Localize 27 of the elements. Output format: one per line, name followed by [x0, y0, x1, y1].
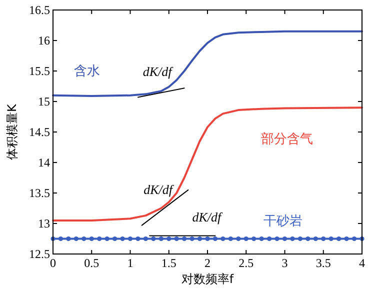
x-tick-label: 4: [359, 256, 365, 270]
x-tick-label: 2.5: [238, 256, 254, 270]
annotation: dK/df: [192, 209, 224, 224]
annotation: dK/df: [142, 64, 174, 80]
x-tick-label: 3: [282, 256, 288, 270]
y-tick-label: 15.5: [29, 64, 50, 78]
series-label: 含水: [74, 64, 100, 79]
series-label: 干砂岩: [264, 214, 303, 229]
x-axis-title: 对数频率f: [181, 272, 234, 286]
series-label: 部分含气: [261, 132, 314, 148]
line-series: [52, 30, 363, 98]
y-tick-label: 13.5: [29, 186, 50, 200]
y-tick-label: 16.5: [29, 3, 50, 17]
annotation: dK/df: [144, 182, 175, 197]
y-axis-title: 体积模量K: [5, 102, 19, 160]
x-tick-label: 0: [50, 256, 56, 270]
x-tick-label: 3.5: [316, 256, 331, 270]
x-tick-label: 2: [204, 256, 210, 270]
x-tick-label: 1.5: [161, 256, 176, 270]
x-tick-label: 0.5: [84, 256, 100, 270]
y-tick-label: 14.5: [29, 125, 50, 139]
y-tick-label: 12.5: [29, 247, 50, 261]
y-tick-label: 14: [38, 156, 50, 170]
y-tick-label: 15: [38, 94, 50, 108]
y-tick-label: 16: [38, 34, 50, 48]
y-tick-label: 13: [38, 216, 50, 230]
x-tick-label: 1: [127, 256, 134, 270]
